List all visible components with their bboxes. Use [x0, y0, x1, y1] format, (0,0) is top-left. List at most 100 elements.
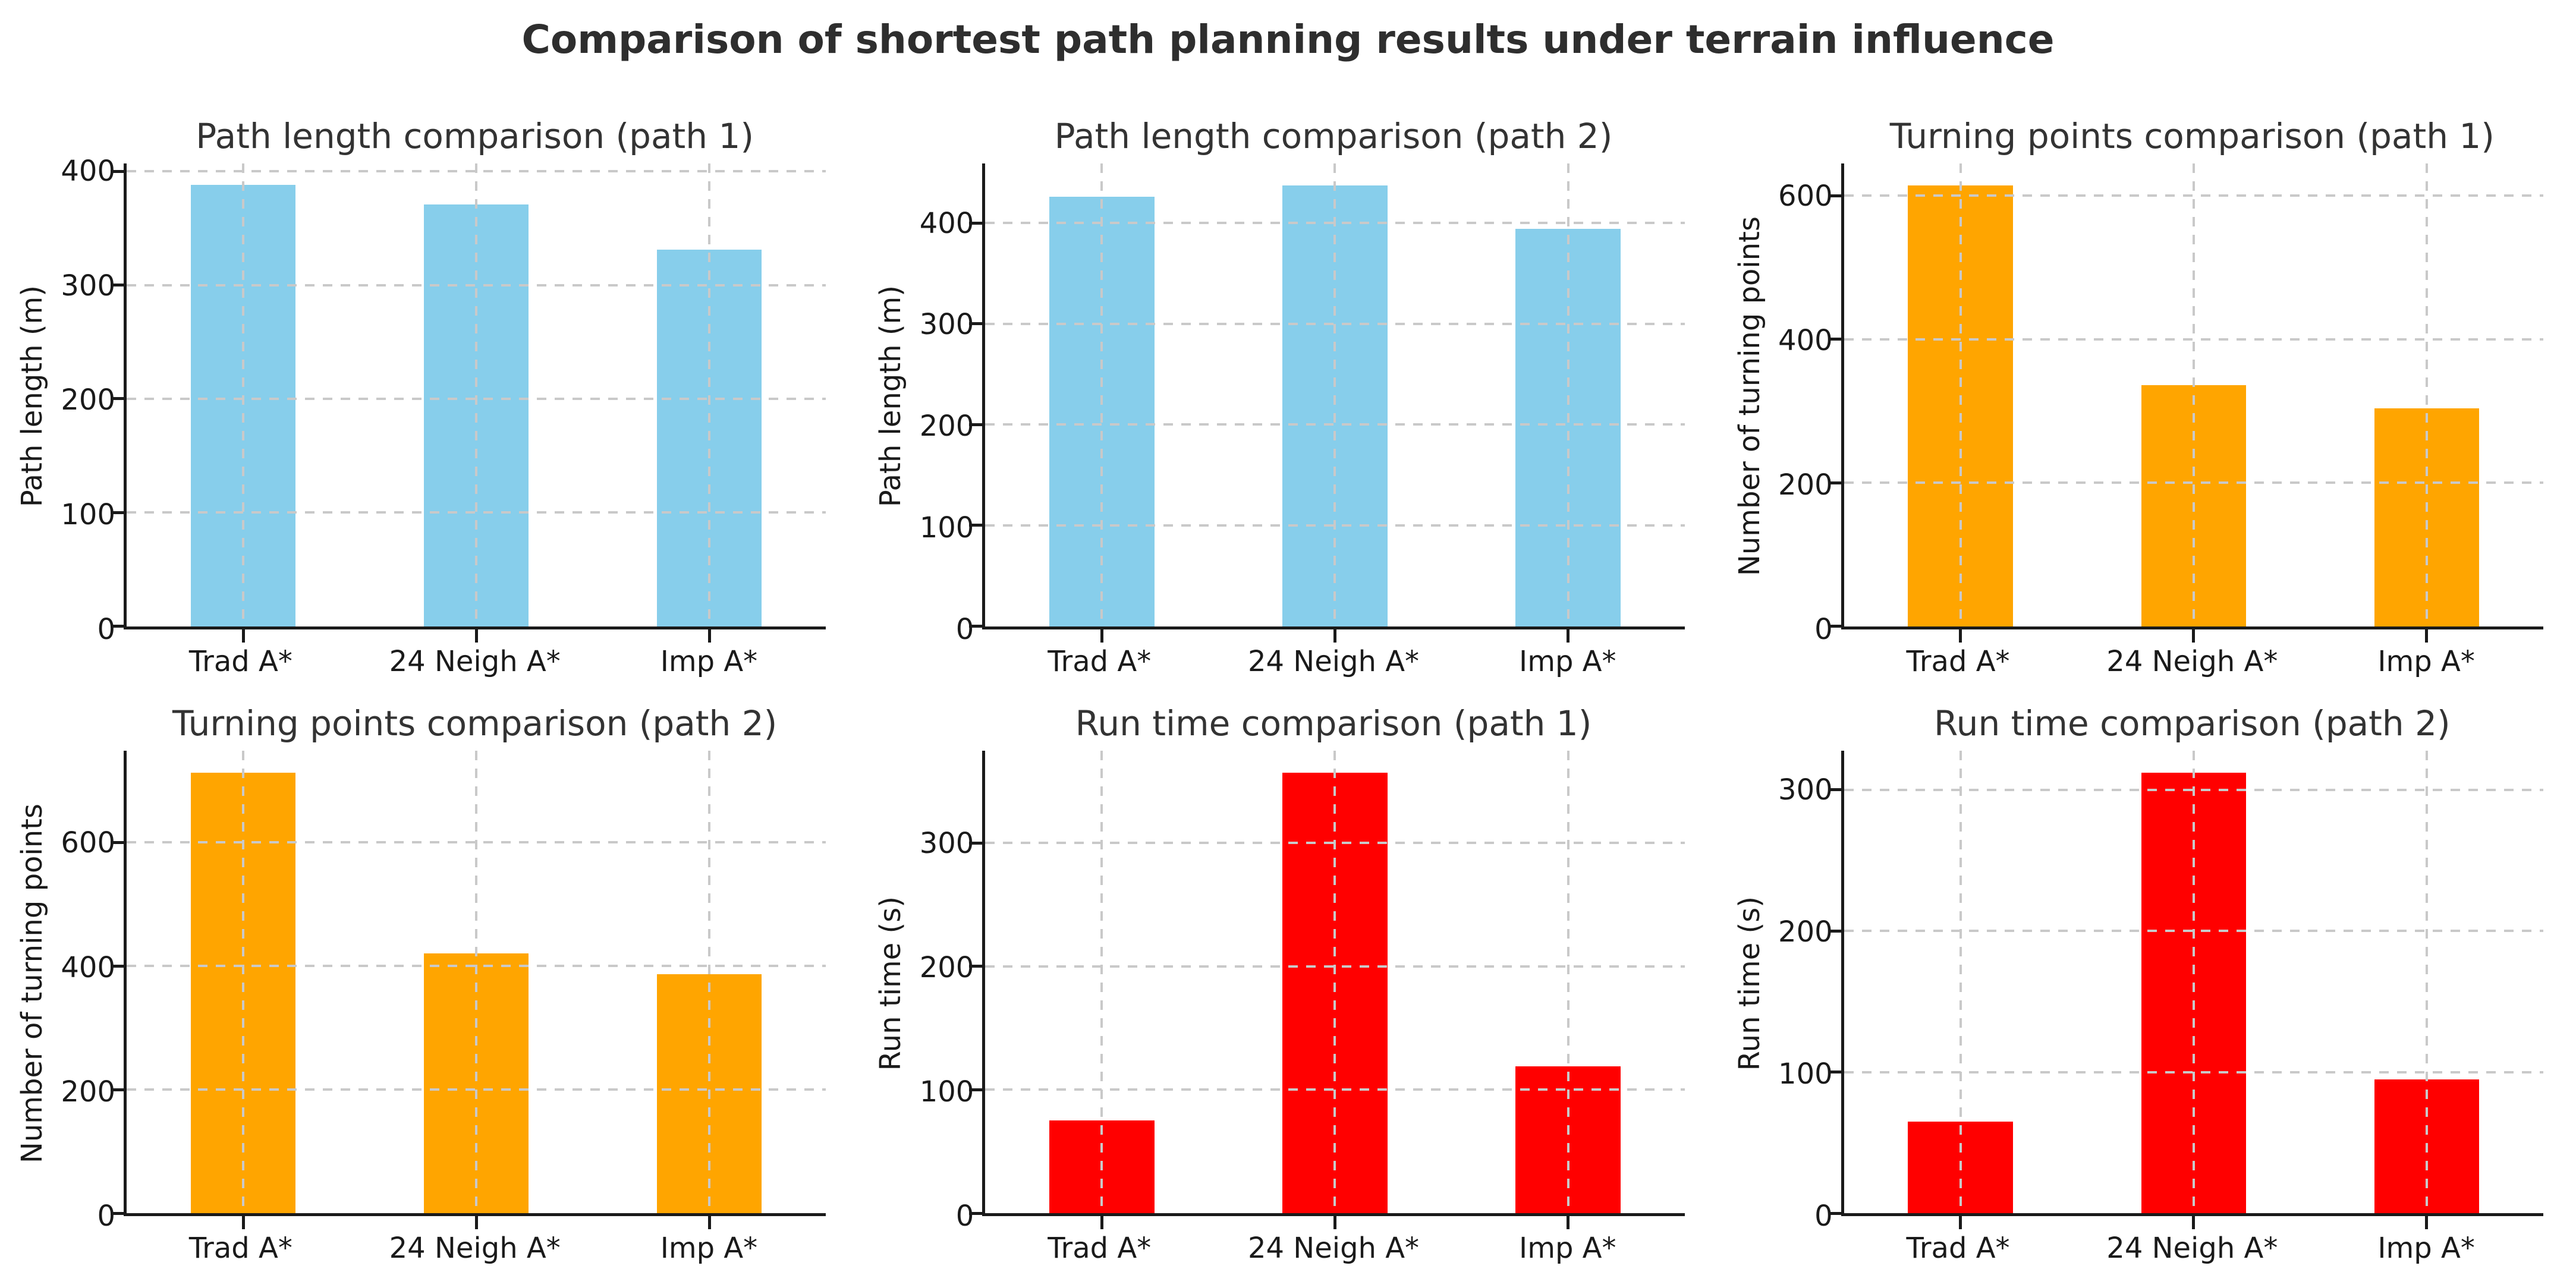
gridline-vertical	[1959, 750, 1962, 1213]
y-tick-label: 400	[919, 206, 974, 240]
subplot-title: Run time comparison (path 1)	[1075, 703, 1592, 744]
y-tick-label: 100	[61, 498, 115, 531]
y-tick-label: 600	[61, 826, 115, 860]
gridline-vertical	[242, 750, 245, 1213]
y-axis-label: Number of turning points	[1732, 216, 1766, 577]
x-tick-label: Trad A*	[1048, 1232, 1152, 1265]
x-tick-mark	[2192, 1216, 2196, 1229]
y-tick-mark	[111, 964, 124, 968]
x-tick-mark	[474, 629, 478, 643]
y-tick-labels: 0 200 400 600	[1771, 163, 1841, 646]
y-tick-label: 300	[919, 827, 974, 861]
x-tick-mark	[2192, 629, 2196, 643]
gridline-vertical	[1567, 163, 1569, 626]
plot-area	[1828, 750, 2543, 1229]
subplot-body: Number of turning points 0 200 400 600	[1728, 163, 2543, 646]
x-tick-mark	[1100, 629, 1103, 643]
x-tick-labels: Trad A* 24 Neigh A* Imp A*	[11, 1216, 826, 1268]
y-tick-label: 0	[97, 612, 115, 646]
y-tick-mark	[1828, 1211, 1841, 1215]
x-tick-mark	[707, 629, 711, 643]
gridline-vertical	[2425, 163, 2428, 626]
y-tick-mark	[969, 965, 983, 968]
y-axis-label-area: Path length (m)	[869, 163, 912, 629]
plot-area	[111, 750, 826, 1229]
y-axis-label: Run time (s)	[1732, 896, 1766, 1071]
x-tick-labels: Trad A* 24 Neigh A* Imp A*	[11, 629, 826, 682]
gridline-vertical	[1333, 750, 1336, 1213]
y-axis-label: Number of turning points	[15, 803, 49, 1163]
x-tick-label: 24 Neigh A*	[2106, 644, 2278, 678]
y-tick-mark	[969, 322, 983, 326]
y-tick-mark	[1828, 625, 1841, 628]
gridline-vertical	[475, 750, 478, 1213]
subplot-turning-points-comparison-path-1: Turning points comparison (path 1) Number…	[1718, 98, 2576, 685]
x-tick-mark	[2425, 629, 2429, 643]
x-tick-label: Imp A*	[1519, 644, 1616, 678]
subplot-title: Run time comparison (path 2)	[1933, 703, 2451, 744]
x-tick-mark	[1100, 1216, 1103, 1229]
y-axis-label-area: Path length (m)	[11, 163, 54, 629]
x-tick-label: Trad A*	[188, 1232, 292, 1265]
x-tick-label: 24 Neigh A*	[1247, 644, 1420, 678]
y-tick-mark	[969, 1211, 983, 1215]
y-tick-mark	[111, 625, 124, 628]
y-tick-label: 400	[61, 155, 115, 188]
x-tick-mark	[1333, 1216, 1336, 1229]
x-tick-mark	[1333, 629, 1336, 643]
subplot-run-time-comparison-path-2: Run time comparison (path 2) Run time (s)…	[1718, 685, 2576, 1272]
gridline-vertical	[1333, 163, 1336, 626]
x-tick-label: 24 Neigh A*	[389, 1232, 561, 1265]
subplot-body: Run time (s) 0 100 200 300	[869, 750, 1685, 1233]
x-tick-label: Trad A*	[1906, 1232, 2010, 1265]
subplot-path-length-comparison-path-1: Path length comparison (path 1) Path leng…	[0, 98, 858, 685]
subplot-body: Path length (m) 0 100 200 300 400	[869, 163, 1685, 646]
x-tick-mark	[241, 629, 245, 643]
x-tick-label: Trad A*	[1048, 644, 1152, 678]
subplot-body: Number of turning points 0 200 400 600	[11, 750, 826, 1233]
subplot-path-length-comparison-path-2: Path length comparison (path 2) Path leng…	[858, 98, 1717, 685]
y-tick-label: 200	[1778, 915, 1833, 949]
y-tick-label: 100	[919, 511, 974, 544]
y-tick-label: 600	[1778, 179, 1833, 213]
y-tick-labels: 0 100 200 300	[1771, 751, 1841, 1233]
y-tick-label: 400	[1778, 323, 1833, 357]
y-tick-label: 300	[919, 308, 974, 342]
x-tick-mark	[1959, 1216, 1962, 1229]
y-tick-mark	[1828, 338, 1841, 341]
x-tick-label: Imp A*	[2377, 644, 2475, 678]
gridline-vertical	[708, 163, 711, 626]
y-tick-mark	[111, 840, 124, 844]
y-tick-label: 0	[955, 1199, 974, 1233]
y-tick-label: 200	[61, 1075, 115, 1109]
x-tick-mark	[707, 1216, 711, 1229]
y-tick-mark	[969, 423, 983, 426]
subplot-title: Turning points comparison (path 2)	[172, 703, 778, 744]
gridline-vertical	[1100, 750, 1103, 1213]
gridline-vertical	[1100, 163, 1103, 626]
y-tick-mark	[1828, 194, 1841, 197]
x-tick-mark	[1959, 629, 1962, 643]
gridline-vertical	[242, 163, 245, 626]
plot-area	[1828, 163, 2543, 643]
gridline-vertical	[1959, 163, 1962, 626]
y-tick-label: 200	[61, 383, 115, 417]
y-tick-label: 0	[1814, 612, 1833, 646]
x-tick-label: Imp A*	[660, 644, 758, 678]
plot-area	[969, 163, 1685, 643]
y-tick-label: 400	[61, 950, 115, 984]
y-tick-labels: 0 100 200 300 400	[54, 155, 124, 646]
x-tick-mark	[474, 1216, 478, 1229]
gridline-vertical	[708, 750, 711, 1213]
y-tick-label: 300	[61, 269, 115, 303]
y-tick-label: 0	[1814, 1199, 1833, 1233]
y-tick-label: 200	[919, 410, 974, 443]
y-tick-label: 200	[1778, 468, 1833, 502]
y-axis-label-area: Number of turning points	[1728, 163, 1771, 629]
y-tick-label: 300	[1778, 773, 1833, 807]
y-axis-label: Path length (m)	[874, 285, 908, 508]
y-tick-label: 0	[97, 1199, 115, 1233]
y-tick-label: 100	[919, 1075, 974, 1109]
figure-title: Comparison of shortest path planning res…	[521, 17, 2055, 62]
y-tick-mark	[969, 1088, 983, 1091]
